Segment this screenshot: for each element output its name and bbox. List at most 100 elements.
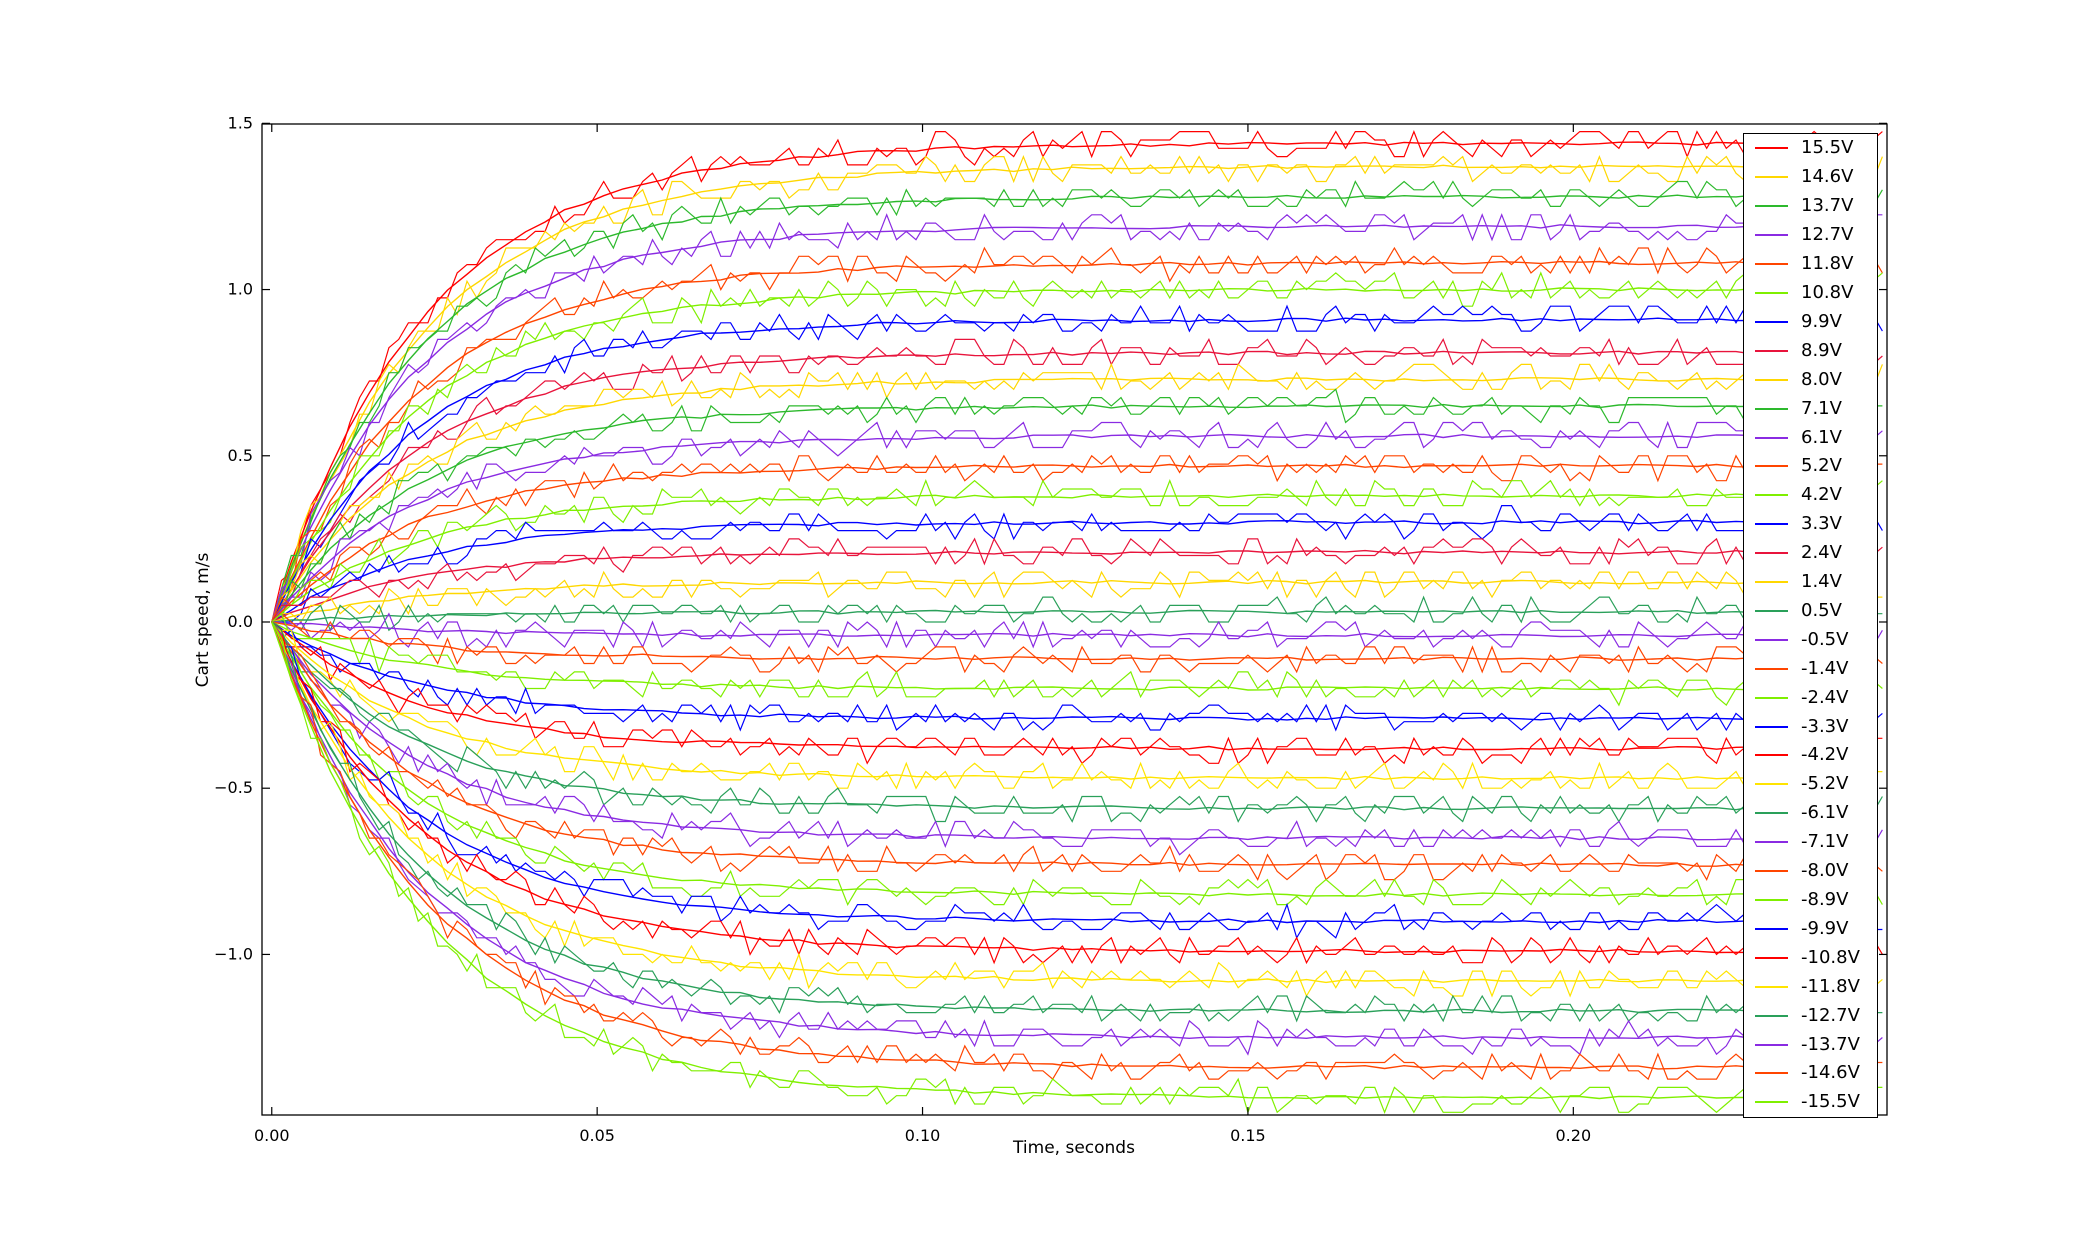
legend-item: 2.4V — [1744, 539, 1877, 568]
y-tick-label: −1.0 — [214, 944, 253, 963]
series-raw--0.5V — [271, 612, 1883, 649]
series-smooth-1.4V — [271, 579, 1873, 623]
legend-item: 9.9V — [1744, 307, 1877, 336]
series-smooth--5.2V — [271, 621, 1873, 781]
series-raw--4.2V — [271, 621, 1883, 765]
legend-swatch — [1755, 552, 1788, 555]
legend-label: 1.4V — [1801, 571, 1842, 593]
legend-swatch — [1755, 494, 1788, 497]
legend-swatch — [1755, 320, 1788, 323]
x-tick-label: 0.10 — [905, 1126, 941, 1145]
legend-item: 3.3V — [1744, 510, 1877, 539]
series-raw--12.7V — [271, 621, 1883, 1023]
y-tick-label: 1.5 — [228, 113, 253, 132]
legend-swatch — [1755, 638, 1788, 641]
legend-label: 8.0V — [1801, 368, 1842, 390]
x-axis-label: Time, seconds — [1013, 1138, 1135, 1158]
series-smooth--15.5V — [271, 621, 1873, 1100]
legend-item: 13.7V — [1744, 192, 1877, 221]
series-raw-9.9V — [271, 304, 1883, 623]
legend-label: -11.8V — [1801, 975, 1860, 997]
legend-label: -14.6V — [1801, 1062, 1860, 1084]
legend-label: 6.1V — [1801, 426, 1842, 448]
x-tick-label: 0.20 — [1556, 1126, 1592, 1145]
series-smooth--7.1V — [271, 621, 1873, 841]
legend-swatch — [1755, 349, 1788, 352]
series-raw--6.1V — [271, 621, 1883, 823]
legend-label: 4.2V — [1801, 484, 1842, 506]
legend-item: -8.9V — [1744, 886, 1877, 915]
legend-item: -10.8V — [1744, 943, 1877, 972]
legend-label: 0.5V — [1801, 599, 1842, 621]
legend-label: -4.2V — [1801, 744, 1849, 766]
series-smooth-15.5V — [271, 141, 1873, 623]
legend-label: 13.7V — [1801, 195, 1854, 217]
series-smooth-14.6V — [271, 164, 1873, 623]
series-smooth-6.1V — [271, 433, 1873, 623]
legend-item: -1.4V — [1744, 654, 1877, 683]
series-smooth-4.2V — [271, 493, 1873, 623]
legend-label: -8.9V — [1801, 889, 1849, 911]
series-raw-8.9V — [271, 338, 1883, 623]
legend-item: -7.1V — [1744, 828, 1877, 857]
series-raw--5.2V — [271, 621, 1883, 790]
legend-item: -6.1V — [1744, 799, 1877, 828]
series-smooth--3.3V — [271, 621, 1873, 721]
legend-swatch — [1755, 1014, 1788, 1017]
legend-swatch — [1755, 956, 1788, 959]
legend: 15.5V 14.6V 13.7V 12.7V 11.8V 10.8V 9.9V 8.9V 8.… — [1743, 133, 1878, 1118]
series-smooth-8.0V — [271, 377, 1873, 623]
legend-swatch — [1755, 754, 1788, 757]
legend-item: 11.8V — [1744, 250, 1877, 279]
series-raw-10.8V — [271, 271, 1883, 623]
series-smooth-7.1V — [271, 403, 1873, 623]
legend-label: -10.8V — [1801, 946, 1860, 968]
legend-swatch — [1755, 783, 1788, 786]
legend-label: 2.4V — [1801, 542, 1842, 564]
series-raw--7.1V — [271, 621, 1883, 856]
legend-swatch — [1755, 465, 1788, 468]
legend-label: -3.3V — [1801, 715, 1849, 737]
series-smooth-9.9V — [271, 317, 1873, 623]
series-smooth--8.0V — [271, 621, 1873, 867]
legend-label: -6.1V — [1801, 802, 1849, 824]
series-raw-14.6V — [271, 154, 1883, 623]
y-axis-label: Cart speed, m/s — [193, 552, 213, 688]
series-smooth-0.5V — [271, 609, 1873, 623]
series-raw--11.8V — [271, 621, 1883, 998]
x-tick-label: 0.00 — [254, 1126, 290, 1145]
legend-label: -1.4V — [1801, 657, 1849, 679]
legend-label: -7.1V — [1801, 831, 1849, 853]
legend-label: -0.5V — [1801, 628, 1849, 650]
series-raw-5.2V — [271, 454, 1883, 623]
x-tick-label: 0.15 — [1230, 1126, 1266, 1145]
legend-label: -5.2V — [1801, 773, 1849, 795]
y-tick-label: 0.0 — [228, 612, 253, 631]
x-tick-label: 0.05 — [579, 1126, 615, 1145]
legend-item: -2.4V — [1744, 683, 1877, 712]
series-smooth-10.8V — [271, 287, 1873, 623]
legend-label: -12.7V — [1801, 1004, 1860, 1026]
legend-swatch — [1755, 1043, 1788, 1046]
y-tick-label: −0.5 — [214, 778, 253, 797]
series-smooth--4.2V — [271, 621, 1873, 751]
legend-swatch — [1755, 263, 1788, 266]
legend-label: -2.4V — [1801, 686, 1849, 708]
legend-item: 6.1V — [1744, 423, 1877, 452]
legend-item: 1.4V — [1744, 568, 1877, 597]
legend-swatch — [1755, 147, 1788, 150]
series-smooth--9.9V — [271, 621, 1873, 924]
series-raw-15.5V — [271, 129, 1883, 623]
series-raw--2.4V — [271, 612, 1883, 707]
legend-item: 7.1V — [1744, 394, 1877, 423]
legend-label: 10.8V — [1801, 281, 1854, 303]
legend-swatch — [1755, 523, 1788, 526]
legend-swatch — [1755, 725, 1788, 728]
series-smooth--11.8V — [271, 621, 1873, 984]
series-raw-0.5V — [271, 595, 1883, 632]
legend-swatch — [1755, 581, 1788, 584]
series-raw-4.2V — [271, 479, 1883, 623]
series-smooth-11.8V — [271, 260, 1873, 623]
legend-label: 12.7V — [1801, 224, 1854, 246]
